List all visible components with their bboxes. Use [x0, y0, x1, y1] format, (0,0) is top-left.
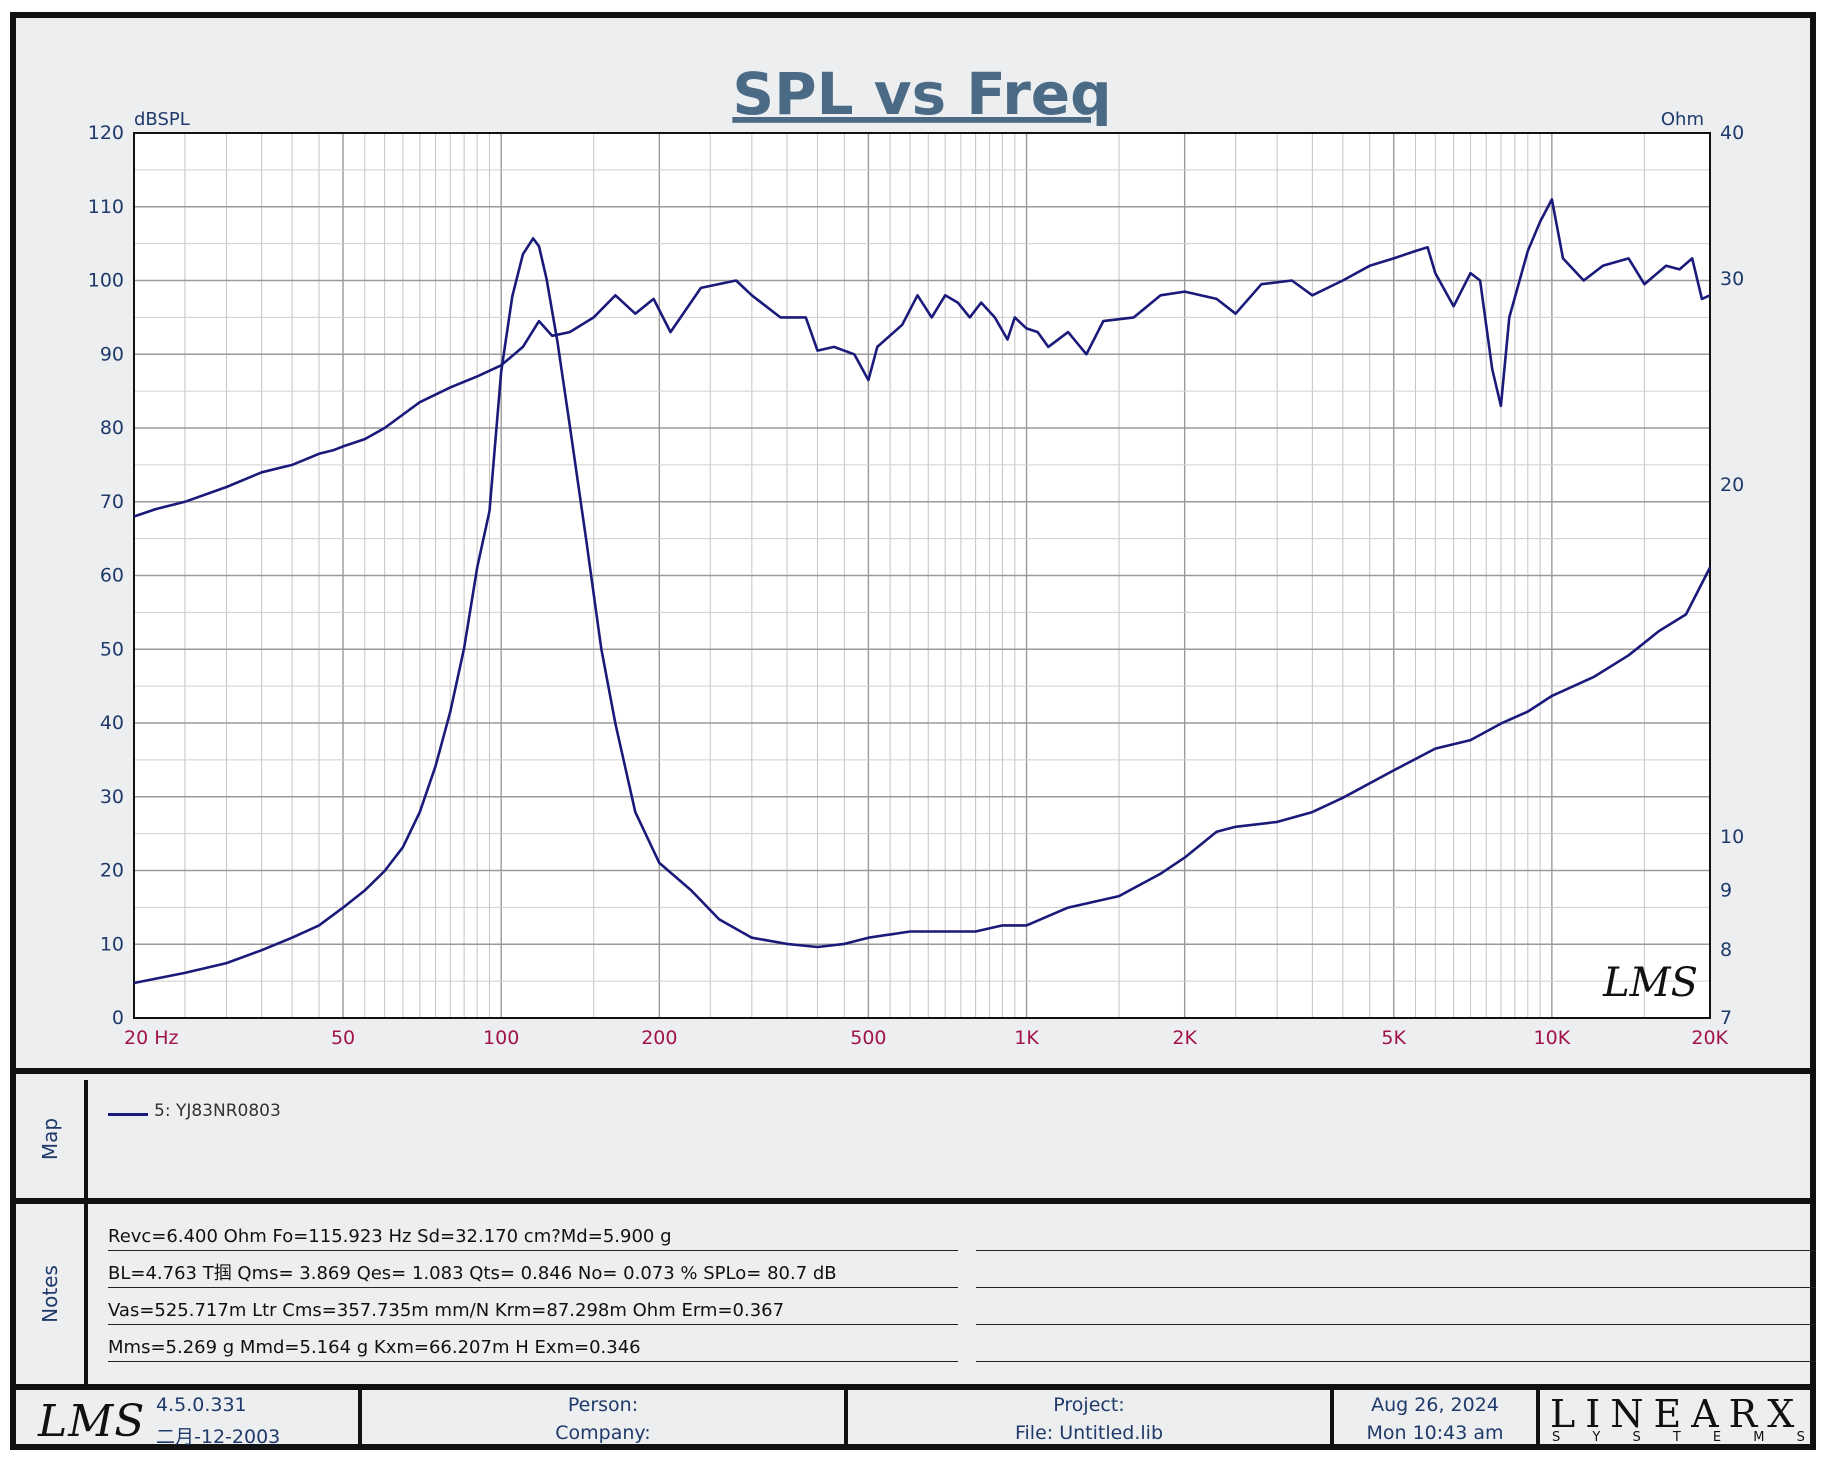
version-cell: LMS 4.5.0.331 二月-12-2003	[16, 1390, 362, 1450]
y2-tick-label: 8	[1720, 939, 1732, 961]
separator	[16, 1068, 1810, 1074]
y-tick-label: 120	[88, 122, 124, 144]
x-tick-label: 2K	[1172, 1027, 1197, 1049]
note-line-2: BL=4.763 T掴 Qms= 3.869 Qes= 1.083 Qts= 0…	[108, 1261, 958, 1288]
project-cell: Project: File: Untitled.lib	[848, 1390, 1334, 1450]
y-tick-label: 70	[100, 491, 124, 513]
linearx-logo: LINEARX	[1550, 1392, 1805, 1436]
company-label: Company:	[555, 1422, 651, 1444]
chart-title: SPL vs Freq	[732, 60, 1111, 128]
separator	[16, 1198, 1810, 1204]
y2-tick-label: 30	[1720, 268, 1744, 290]
y-tick-label: 110	[88, 196, 124, 218]
y-tick-label: 30	[100, 786, 124, 808]
y2-tick-label: 10	[1720, 826, 1744, 848]
y-tick-label: 60	[100, 565, 124, 587]
legend-entry: 5: YJ83NR0803	[154, 1101, 281, 1121]
y-tick-label: 0	[112, 1007, 124, 1029]
systems-text: S Y S T E M S	[1552, 1430, 1819, 1445]
notes-section-label: Notes	[16, 1204, 88, 1384]
version-date: 二月-12-2003	[156, 1426, 281, 1448]
separator	[16, 1384, 1810, 1390]
time-text: Mon 10:43 am	[1366, 1422, 1504, 1444]
legend-swatch	[108, 1113, 148, 1116]
note-blank-line	[976, 1335, 1816, 1362]
date-text: Aug 26, 2024	[1371, 1394, 1499, 1416]
x-tick-label: 1K	[1014, 1027, 1039, 1049]
notes-label: Notes	[38, 1265, 62, 1323]
note-blank-line	[976, 1224, 1816, 1251]
project-label: Project:	[1053, 1394, 1125, 1416]
x-tick-label: 20 Hz	[124, 1027, 179, 1049]
y-tick-label: 20	[100, 860, 124, 882]
note-blank-line	[976, 1298, 1816, 1325]
y2-tick-label: 7	[1720, 1007, 1732, 1029]
note-blank-line	[976, 1261, 1816, 1288]
spl-vs-freq-chart: SPL vs Freq dBSPL Ohm 0 10 20 30 40 50 60 70 80 90 10…	[88, 60, 1744, 1049]
y-tick-label: 50	[100, 638, 124, 660]
y2-axis-label: Ohm	[1661, 109, 1704, 130]
datetime-cell: Aug 26, 2024 Mon 10:43 am	[1334, 1390, 1540, 1450]
lms-watermark: LMS	[1602, 960, 1698, 1006]
y-tick-label: 40	[100, 712, 124, 734]
y2-tick-label: 9	[1720, 879, 1732, 901]
lms-logo: LMS	[38, 1396, 146, 1447]
map-section-label: Map	[16, 1080, 88, 1198]
x-tick-label: 10K	[1534, 1027, 1571, 1049]
impedance-curve	[133, 237, 1712, 985]
map-panel: Map	[16, 1080, 1810, 1198]
x-tick-label: 500	[850, 1027, 886, 1049]
x-tick-label: 50	[331, 1027, 355, 1049]
y-tick-label: 90	[100, 343, 124, 365]
spl-curve	[133, 198, 1711, 518]
report-frame: SPL vs Freq dBSPL Ohm 0 10 20 30 40 50 60 70 80 90 10…	[10, 12, 1816, 1450]
person-cell: Person: Company:	[362, 1390, 848, 1450]
chart-area: SPL vs Freq dBSPL Ohm 0 10 20 30 40 50 60 70 80 90 10…	[16, 18, 1810, 1068]
person-label: Person:	[567, 1394, 639, 1416]
note-line-4: Mms=5.269 g Mmd=5.164 g Kxm=66.207m H Ex…	[108, 1335, 958, 1362]
y-tick-label: 10	[100, 933, 124, 955]
map-label: Map	[38, 1117, 62, 1161]
y2-tick-label: 40	[1720, 122, 1744, 144]
x-tick-label: 20K	[1691, 1027, 1728, 1049]
y2-tick-label: 20	[1720, 474, 1744, 496]
x-tick-label: 200	[641, 1027, 677, 1049]
note-line-1: Revc=6.400 Ohm Fo=115.923 Hz Sd=32.170 c…	[108, 1224, 958, 1251]
brand-cell: LINEARX S Y S T E M S	[1540, 1390, 1810, 1450]
version-number: 4.5.0.331	[156, 1394, 247, 1416]
x-tick-label: 100	[483, 1027, 519, 1049]
note-line-3: Vas=525.717m Ltr Cms=357.735m mm/N Krm=8…	[108, 1298, 958, 1325]
x-tick-label: 5K	[1381, 1027, 1406, 1049]
y-tick-label: 100	[88, 270, 124, 292]
y-axis-label: dBSPL	[134, 109, 190, 130]
notes-panel: Notes Revc=6.400 Ohm Fo=115.923 Hz Sd=32…	[16, 1204, 1816, 1384]
plot-border	[133, 132, 1711, 1019]
y-tick-label: 80	[100, 417, 124, 439]
file-label: File: Untitled.lib	[1014, 1422, 1164, 1444]
footer: LMS 4.5.0.331 二月-12-2003 Person: Company…	[16, 1390, 1810, 1456]
